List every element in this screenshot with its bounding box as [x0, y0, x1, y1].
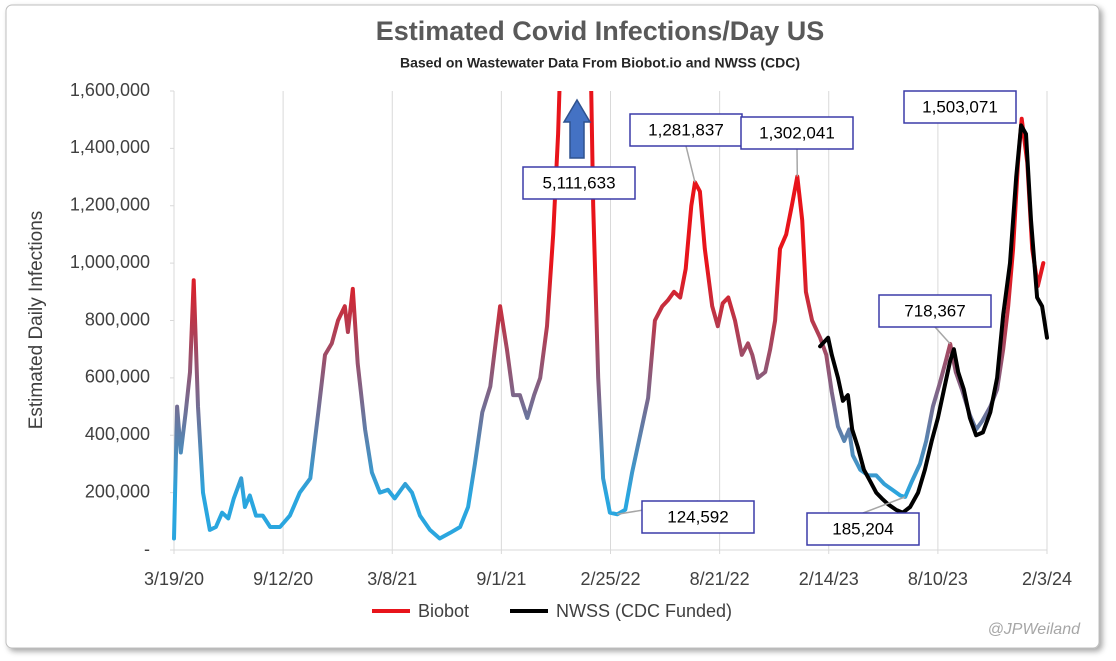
y-tick-label: 400,000	[85, 424, 150, 444]
chart-frame	[5, 4, 1100, 649]
leader-line	[862, 496, 906, 514]
x-tick-label: 3/8/21	[367, 569, 417, 589]
series-line	[818, 123, 1049, 515]
value-label: 718,367	[904, 301, 965, 320]
legend-label: Biobot	[418, 601, 469, 621]
y-tick-label: 800,000	[85, 309, 150, 329]
y-tick-label: 200,000	[85, 481, 150, 501]
label-box	[806, 512, 920, 546]
y-axis-label: Estimated Daily Infections	[26, 211, 47, 430]
x-tick-label: 2/25/22	[580, 569, 640, 589]
value-label: 185,204	[832, 519, 893, 538]
chart-subtitle: Based on Wastewater Data From Biobot.io …	[400, 55, 800, 71]
value-label: 1,281,837	[648, 120, 724, 139]
chart-title: Estimated Covid Infections/Day US	[376, 16, 825, 46]
label-box	[641, 500, 755, 534]
x-tick-label: 8/10/23	[908, 569, 968, 589]
annotations: 5,111,633 124,592 1,281,837 1,302,041 185,20…	[522, 90, 1017, 546]
x-tick-label: 2/14/23	[799, 569, 859, 589]
x-tick-label: 2/3/24	[1022, 569, 1072, 589]
label-box	[629, 113, 743, 147]
y-tick-label: 1,400,000	[70, 137, 150, 157]
label-box	[903, 90, 1017, 124]
off-scale-arrow	[562, 98, 592, 159]
leader-line	[685, 145, 696, 183]
value-label: 124,592	[667, 507, 728, 526]
y-tick-label: 1,000,000	[70, 252, 150, 272]
plot-area	[172, 91, 1049, 541]
label-box	[740, 116, 854, 150]
watermark: @JPWeiland	[988, 621, 1082, 638]
grid: - 200,000 400,000 600,000 800,000 1,000,000 1,…	[70, 80, 1072, 589]
value-label: 1,302,041	[759, 123, 835, 142]
value-label: 5,111,633	[542, 173, 615, 192]
y-tick-label: 1,600,000	[70, 80, 150, 100]
x-tick-label: 8/21/22	[690, 569, 750, 589]
y-tick-label: -	[144, 539, 150, 559]
y-tick-label: 600,000	[85, 367, 150, 387]
x-tick-label: 3/19/20	[144, 569, 204, 589]
x-tick-label: 9/12/20	[253, 569, 313, 589]
x-tick-label: 9/1/21	[476, 569, 526, 589]
label-box	[522, 166, 636, 200]
legend: Biobot NWSS (CDC Funded)	[372, 601, 732, 621]
legend-label: NWSS (CDC Funded)	[556, 601, 732, 621]
label-box	[878, 294, 992, 328]
y-tick-label: 1,200,000	[70, 195, 150, 215]
leader-line	[934, 326, 951, 345]
value-label: 1,503,071	[922, 97, 998, 116]
series-line	[172, 91, 1046, 541]
